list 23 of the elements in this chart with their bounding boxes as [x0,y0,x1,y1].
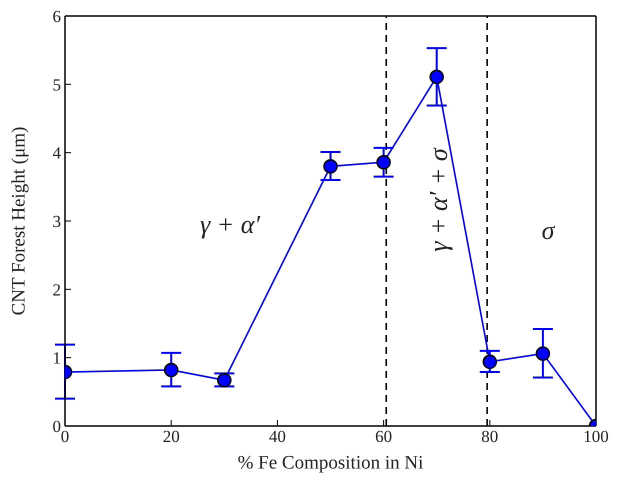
annotation: σ [542,216,556,245]
y-axis-title: CNT Forest Height (μm) [8,126,30,316]
point [323,159,338,174]
point [482,354,498,370]
x-tick-label: 40 [268,427,286,446]
point [536,346,550,361]
y-tick-label: 1 [52,348,61,368]
x-axis-title: % Fe Composition in Ni [238,452,424,474]
point [217,372,232,388]
x-tick-label: 20 [162,427,180,446]
y-tick-label: 6 [52,7,61,26]
point [164,362,178,378]
x-tick-label: 60 [375,427,392,446]
annotation: γ + α′ + σ [424,147,453,252]
point [429,70,444,84]
point [376,154,391,170]
x-tick-label: 100 [583,427,609,446]
y-tick-label: 5 [52,75,61,94]
y-tick-label: 4 [52,144,62,163]
y-tick-label: 3 [52,212,61,232]
y-tick-label: 2 [52,280,61,300]
annotation: γ + α′ [200,210,260,239]
x-tick-label: 80 [481,427,498,446]
